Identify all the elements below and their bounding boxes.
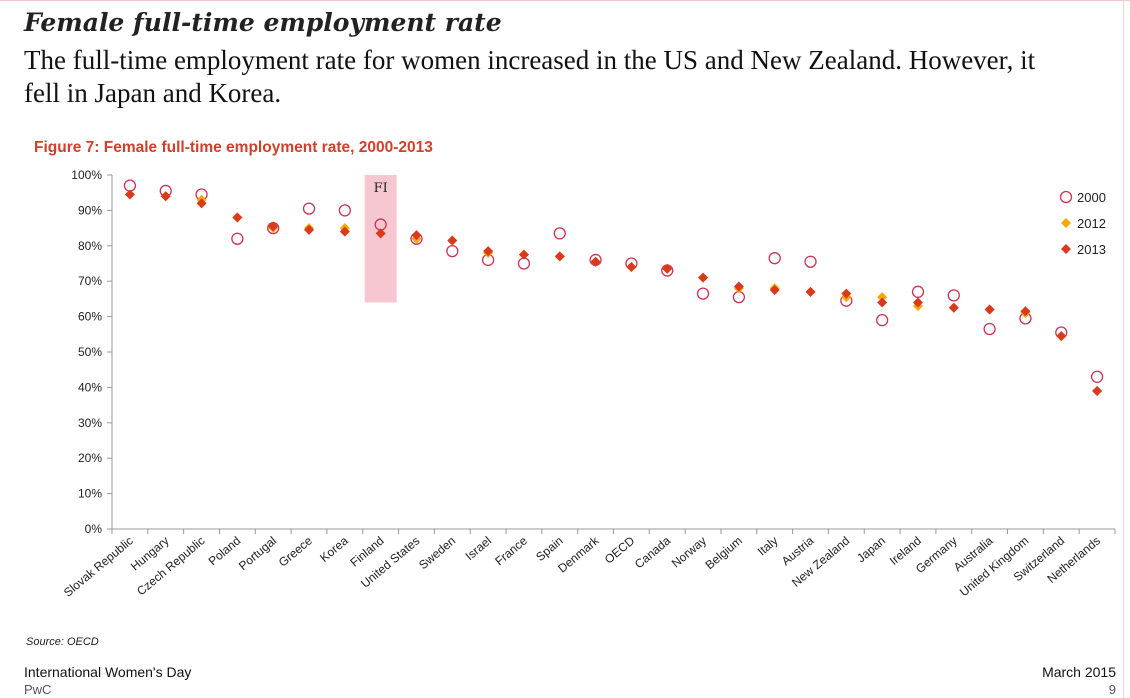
- marker-2013: [698, 272, 709, 283]
- marker-2013: [483, 246, 494, 257]
- y-tick-label: 0%: [85, 522, 103, 536]
- marker-2000: [446, 244, 459, 258]
- legend-marker-2013: [1061, 244, 1071, 254]
- x-tick-label: Norway: [669, 534, 709, 571]
- marker-2013: [841, 288, 852, 299]
- marker-2000: [231, 232, 244, 245]
- marker-2000: [338, 204, 351, 217]
- marker-2000: [1090, 370, 1104, 383]
- marker-2013: [196, 198, 207, 209]
- x-tick-label: Korea: [317, 533, 351, 565]
- marker-2000: [983, 322, 996, 336]
- marker-2013: [232, 212, 243, 223]
- marker-2013: [733, 281, 744, 292]
- source-note: Source: OECD: [26, 636, 99, 648]
- highlight-label: FI: [374, 181, 388, 196]
- marker-2013: [1092, 385, 1103, 396]
- marker-2013: [769, 285, 780, 296]
- marker-2013: [411, 230, 422, 241]
- legend-marker-2000: [1059, 190, 1073, 204]
- y-tick-label: 10%: [78, 487, 102, 501]
- y-tick-label: 100%: [71, 168, 102, 182]
- x-tick-label: Denmark: [555, 533, 602, 576]
- y-tick-label: 50%: [78, 345, 102, 359]
- marker-2013: [984, 304, 995, 315]
- x-tick-label: France: [492, 533, 530, 568]
- marker-2013: [1056, 331, 1067, 342]
- x-tick-label: Japan: [854, 534, 888, 566]
- slide-subtitle: The full-time employment rate for women …: [24, 45, 1036, 108]
- x-tick-label: Sweden: [416, 534, 458, 573]
- footer-date: March 2015: [1042, 664, 1116, 680]
- marker-2013: [304, 224, 315, 235]
- legend-label-2013: 2013: [1077, 242, 1106, 257]
- marker-2013: [1020, 306, 1031, 317]
- y-tick-label: 40%: [78, 380, 102, 394]
- right-rule: [1123, 0, 1124, 698]
- marker-2000: [911, 285, 925, 298]
- marker-2013: [948, 302, 959, 313]
- marker-2013: [590, 256, 601, 267]
- marker-2000: [302, 202, 316, 215]
- marker-2000: [696, 287, 710, 300]
- marker-2013: [805, 286, 816, 297]
- y-tick-label: 80%: [78, 239, 102, 253]
- marker-2013: [877, 297, 888, 308]
- x-tick-label: Slovak Republic: [61, 534, 136, 600]
- x-tick-label: Portugal: [236, 534, 279, 573]
- scatter-chart: FI 0% 10% 20% 30% 40% 50% 60% 70% 80% 90% 100% Slova…: [61, 168, 1116, 600]
- marker-2013: [912, 297, 923, 308]
- marker-2000: [804, 255, 817, 268]
- marker-2013: [124, 189, 135, 200]
- marker-2013: [626, 262, 637, 273]
- slide-headline: Female full-time employment rate: [24, 8, 502, 37]
- page-number: 9: [1108, 682, 1116, 697]
- footer-event: International Women's Day: [24, 664, 192, 680]
- footer-company: PwC: [24, 682, 52, 697]
- figure-title: Figure 7: Female full-time employment ra…: [34, 139, 433, 156]
- y-tick-label: 90%: [78, 203, 102, 217]
- marker-2013: [662, 263, 673, 274]
- legend-label-2012: 2012: [1077, 216, 1106, 231]
- y-tick-label: 30%: [78, 416, 102, 430]
- x-tick-label: Canada: [632, 533, 673, 571]
- marker-2013: [268, 221, 279, 232]
- x-tick-label: Italy: [755, 534, 781, 559]
- y-tick-label: 60%: [78, 310, 102, 324]
- x-tick-label: Greece: [276, 533, 315, 569]
- x-tick-label: Belgium: [703, 534, 745, 573]
- marker-2000: [876, 313, 889, 327]
- x-tick-label: Israel: [463, 534, 494, 564]
- legend-marker-2012: [1061, 218, 1071, 228]
- top-rule: [0, 0, 1130, 1]
- marker-2013: [160, 191, 171, 202]
- marker-2000: [553, 227, 566, 240]
- marker-2012: [877, 292, 888, 303]
- legend-label-2000: 2000: [1077, 190, 1106, 205]
- y-tick-label: 20%: [78, 451, 102, 465]
- marker-2013: [339, 226, 350, 237]
- marker-2013: [375, 228, 386, 239]
- marker-2013: [518, 249, 529, 260]
- marker-2013: [554, 251, 565, 262]
- y-tick-label: 70%: [78, 274, 102, 288]
- marker-2000: [768, 252, 781, 265]
- marker-2000: [947, 289, 960, 302]
- marker-2013: [447, 235, 458, 246]
- highlight-band: [364, 175, 397, 303]
